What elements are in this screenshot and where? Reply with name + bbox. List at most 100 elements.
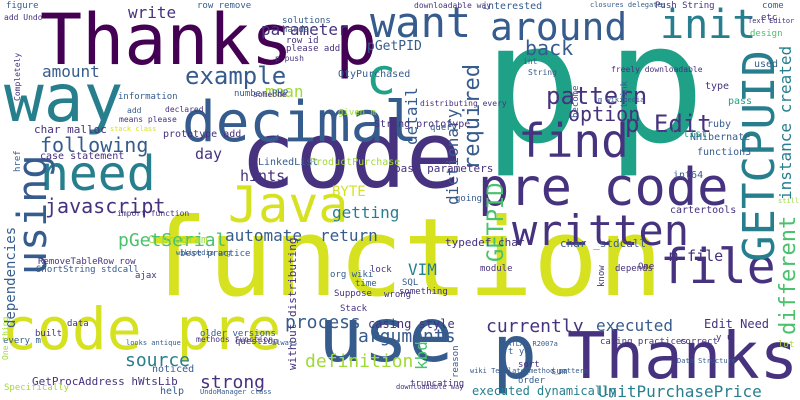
word-cloud-term: decimal: [182, 90, 419, 155]
word-cloud-term: type: [705, 81, 730, 92]
word-cloud-term: init: [660, 2, 757, 48]
word-cloud-term: MATLAB R2007a: [503, 340, 558, 348]
word-cloud-term: order: [518, 376, 546, 386]
word-cloud-term: noticed: [152, 364, 195, 375]
word-cloud-term: wiki Template_method_pattern: [470, 367, 589, 375]
word-cloud-term: add Undo: [4, 13, 43, 22]
word-cloud-term: time: [355, 279, 377, 289]
word-cloud-term: Completely: [13, 52, 22, 101]
word-cloud-term: lock: [370, 265, 392, 275]
word-cloud-term: truncating: [410, 379, 465, 389]
word-cloud-term: means please: [119, 115, 177, 124]
word-cloud-term: Suppose: [334, 289, 372, 299]
word-cloud-term: String prototype: [374, 119, 471, 130]
word-cloud-term: ProductPurchase: [310, 157, 401, 168]
word-cloud-term: char _stdcall: [560, 237, 647, 250]
word-cloud-term: use: [318, 291, 454, 379]
word-cloud-term: casing practices: [600, 337, 687, 347]
word-cloud-term: strong: [200, 372, 266, 393]
word-cloud-term: correct: [680, 337, 718, 347]
word-cloud-term: wikipedia org: [176, 249, 231, 257]
word-cloud-term: come: [762, 1, 784, 11]
word-cloud-term: parameter: [261, 20, 348, 39]
word-cloud-term: different: [776, 215, 800, 335]
word-cloud-term: every m: [3, 336, 41, 346]
word-cloud-term: given m: [338, 108, 376, 118]
word-cloud-term: kbd: [412, 341, 431, 370]
word-cloud-term: t y: [508, 347, 525, 357]
word-cloud-term: reason: [451, 345, 461, 378]
word-cloud-term: methods function: [196, 335, 274, 344]
word-cloud-term: p: [606, 0, 706, 180]
word-cloud-term: design: [750, 29, 783, 39]
word-cloud-term: become: [571, 85, 581, 118]
word-cloud-term: used: [754, 59, 779, 70]
word-cloud-term: getting: [332, 203, 400, 222]
word-cloud-term: way: [4, 60, 124, 137]
word-cloud-term: Java: [228, 176, 349, 234]
word-cloud-term: char malloc: [34, 123, 107, 136]
word-cloud-term: without distributing: [286, 237, 299, 370]
word-cloud-term: ajax: [135, 271, 157, 281]
word-cloud-term: definition: [305, 351, 414, 372]
word-cloud-term: stack class: [110, 125, 157, 133]
word-cloud-term: help: [160, 386, 185, 397]
word-cloud-term: interested: [482, 1, 543, 12]
word-cloud-term: One thing: [1, 316, 10, 360]
word-cloud-term: back: [525, 36, 574, 60]
word-cloud-term: older versions: [200, 329, 276, 339]
word-cloud-term: C program: [148, 233, 208, 246]
word-cloud-term: best practice: [180, 249, 251, 259]
word-cloud-term: example: [185, 62, 287, 90]
word-cloud-term: day: [195, 145, 223, 163]
word-cloud-term: function3: [697, 147, 752, 158]
word-cloud-term: executed dynamically: [472, 384, 617, 398]
word-cloud-term: query: [430, 123, 458, 133]
word-cloud-term: pGetPID: [367, 39, 422, 54]
word-cloud-term: write: [128, 3, 177, 22]
word-cloud-term: ShortString stdcall: [36, 265, 139, 275]
word-cloud-term: typedef char: [445, 236, 525, 249]
word-cloud-term: question: [235, 337, 279, 347]
word-cloud-term: dependencies: [3, 226, 19, 328]
word-cloud-term: Stack: [340, 304, 368, 314]
word-cloud-term: sum: [551, 367, 568, 377]
word-cloud-term: Thanks: [567, 320, 799, 394]
word-cloud-term: option: [568, 102, 641, 126]
word-cloud-term: Edit Need: [704, 317, 770, 331]
word-cloud-term: still: [778, 197, 800, 205]
word-cloud-term: SQL: [402, 278, 419, 288]
word-cloud-term: closures delegates: [590, 1, 666, 9]
word-cloud-term: pass parameters: [394, 162, 494, 175]
word-cloud-term: following: [40, 133, 149, 157]
word-cloud-term: cartertools: [670, 205, 737, 216]
word-cloud-term: find: [518, 114, 629, 168]
word-cloud-term: please add: [286, 44, 341, 54]
word-cloud-term: return: [320, 226, 378, 245]
word-cloud-term: source: [125, 350, 191, 371]
word-cloud-term: import function: [117, 209, 190, 218]
word-cloud-term: row id: [286, 36, 319, 46]
word-cloud-term: href: [13, 150, 23, 172]
word-cloud-term: amount: [42, 62, 100, 81]
word-cloud-term: casing style: [368, 317, 455, 331]
word-cloud-term: depends: [615, 264, 653, 274]
word-cloud-term: solutions: [282, 16, 331, 26]
word-cloud-term: lot: [778, 340, 795, 350]
word-cloud-term: c: [366, 48, 397, 106]
word-cloud-term: code: [240, 102, 462, 209]
word-cloud-term: p: [492, 308, 538, 396]
word-cloud-term: function: [143, 196, 664, 321]
word-cloud-term: row remove: [197, 1, 252, 11]
word-cloud-term: something: [399, 287, 448, 297]
word-cloud-term: downloadable way: [396, 383, 464, 391]
word-cloud-term: GetProcAddress hWtsLib: [32, 375, 178, 388]
word-cloud-term: data: [67, 319, 89, 329]
word-cloud-term: written: [512, 206, 690, 255]
word-cloud-term: BYTE: [332, 184, 366, 200]
word-cloud-term: prototype add: [163, 129, 242, 140]
word-cloud-term: hints: [240, 167, 286, 185]
word-cloud-term: VIM: [408, 260, 437, 279]
word-cloud-term: UnitPurchasePrice: [598, 382, 762, 400]
word-cloud-term: someone: [253, 90, 287, 99]
